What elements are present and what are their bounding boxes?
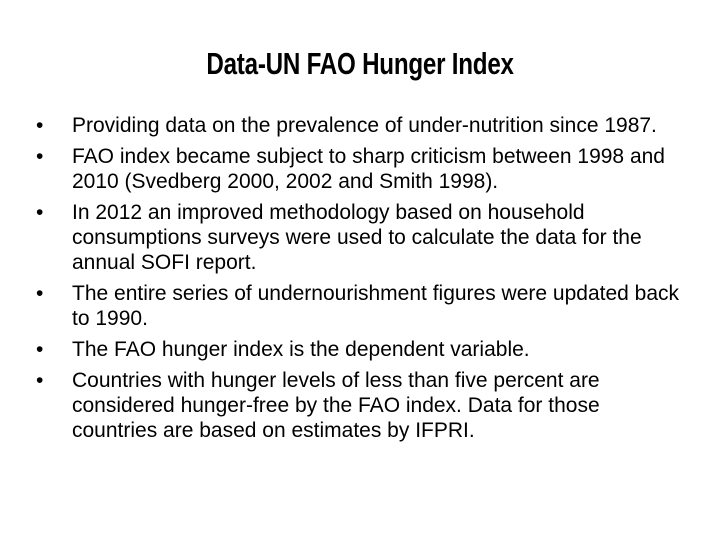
bullet-marker: • (36, 145, 44, 168)
title-text: Data-UN FAO Hunger Index (206, 46, 514, 81)
bullet-item: • Providing data on the prevalence of und… (30, 113, 680, 138)
bullet-text: Providing data on the prevalence of unde… (72, 114, 657, 137)
bullet-item: • FAO index became subject to sharp criti… (30, 144, 680, 194)
bullet-marker: • (36, 369, 44, 392)
bullet-item: • In 2012 an improved methodology based o… (30, 200, 680, 275)
bullet-item: • The entire series of undernourishment f… (30, 281, 680, 331)
bullet-marker: • (36, 282, 44, 305)
bullet-marker: • (36, 201, 44, 224)
bullet-text: The entire series of undernourishment fi… (72, 282, 680, 330)
bullet-list: • Providing data on the prevalence of und… (30, 113, 680, 449)
bullet-marker: • (36, 114, 44, 137)
bullet-text: In 2012 an improved methodology based on… (72, 201, 642, 274)
bullet-text: Countries with hunger levels of less tha… (72, 369, 600, 442)
bullet-item: • The FAO hunger index is the dependent v… (30, 337, 680, 362)
slide-title: Data-UN FAO Hunger Index (0, 42, 720, 86)
bullet-text: FAO index became subject to sharp critic… (72, 145, 665, 193)
bullet-text: The FAO hunger index is the dependent va… (72, 338, 530, 361)
bullet-marker: • (36, 338, 44, 361)
bullet-item: • Countries with hunger levels of less th… (30, 368, 680, 443)
